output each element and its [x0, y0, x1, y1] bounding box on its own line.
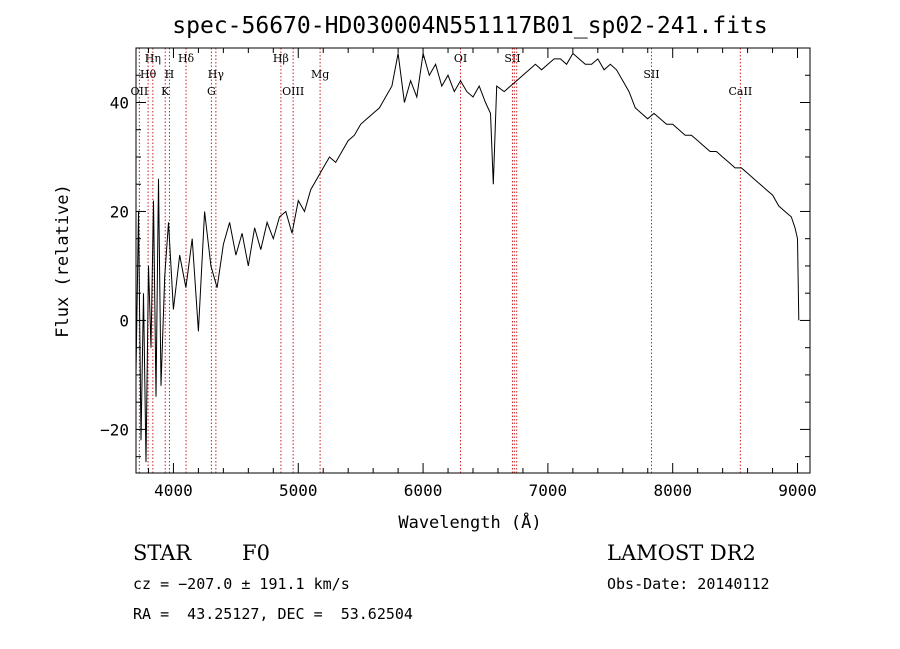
- redshift-text: cz = −207.0 ± 191.1 km/s: [133, 575, 350, 593]
- y-tick-label: 40: [110, 93, 129, 112]
- spectral-line-label: H: [165, 68, 175, 81]
- spectral-line-label: Hη: [145, 52, 161, 65]
- spectral-line-label: CaII: [729, 85, 753, 98]
- spectral-line-label: Hγ: [208, 68, 225, 81]
- x-tick-label: 5000: [279, 481, 318, 500]
- spectral-line-label: SII: [643, 68, 659, 81]
- axis-ticks: 4000 5000 6000 7000 8000 9000 −20 0 20 40: [100, 48, 817, 500]
- object-type: STAR: [133, 541, 192, 565]
- spectral-line-label: SII: [504, 52, 520, 65]
- spectral-line-label: OII: [131, 85, 149, 98]
- x-tick-label: 6000: [404, 481, 443, 500]
- y-tick-label: 20: [110, 202, 129, 221]
- x-tick-label: 8000: [653, 481, 692, 500]
- x-axis-label: Wavelength (Å): [398, 511, 541, 533]
- y-axis-label: Flux (relative): [53, 184, 73, 338]
- spectral-line-label: K: [161, 85, 170, 98]
- spectral-line-label: OIII: [282, 85, 304, 98]
- x-tick-label: 4000: [154, 481, 193, 500]
- spectral-line-label: Mg: [311, 68, 329, 81]
- spectral-line-label: Hβ: [273, 52, 289, 65]
- spectral-line-label: Hδ: [178, 52, 195, 65]
- spectral-line-label: Hθ: [140, 68, 157, 81]
- survey-name: LAMOST DR2: [607, 541, 756, 565]
- plot-frame: [135, 47, 811, 474]
- coordinates: RA = 43.25127, DEC = 53.62504: [133, 605, 413, 623]
- subclass: F0: [242, 541, 270, 565]
- spectral-line-label: OI: [454, 52, 467, 65]
- x-tick-label: 9000: [778, 481, 817, 500]
- chart-title: spec-56670-HD030004N551117B01_sp02-241.f…: [172, 13, 767, 39]
- y-tick-label: 0: [119, 311, 129, 330]
- spectral-line-label: G: [207, 85, 216, 98]
- obs-date: Obs-Date: 20140112: [607, 575, 770, 593]
- spectrum-line: [135, 52, 800, 463]
- y-tick-label: −20: [100, 420, 129, 439]
- x-tick-label: 7000: [529, 481, 568, 500]
